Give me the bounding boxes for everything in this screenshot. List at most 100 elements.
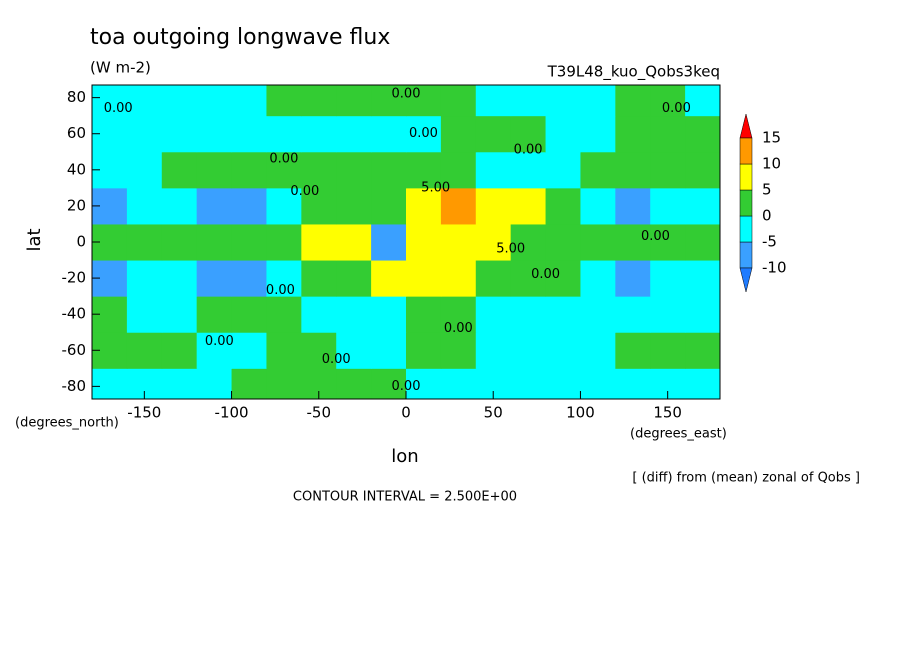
contour-label: 0.00	[392, 379, 421, 394]
contour-label: 0.00	[514, 142, 543, 157]
field-cell	[196, 115, 233, 153]
colorbar-segment	[739, 241, 753, 269]
field-cell	[336, 151, 372, 189]
field-cell	[126, 223, 163, 261]
field-cell	[231, 187, 267, 225]
field-cell	[510, 332, 547, 369]
field-cell	[440, 296, 477, 333]
field-cell	[615, 296, 651, 333]
field-cell	[301, 151, 337, 189]
field-cell	[231, 151, 267, 189]
field-cell	[685, 115, 721, 153]
field-cell	[615, 260, 651, 297]
field-cell	[196, 187, 233, 225]
contour-label: 0.00	[641, 229, 670, 244]
field-cell	[266, 296, 302, 333]
field-cell	[685, 151, 721, 189]
field-cell	[685, 187, 721, 225]
field-cell	[161, 187, 198, 225]
field-cell	[406, 85, 442, 117]
field-cell	[650, 151, 686, 189]
field-cell	[266, 368, 302, 400]
field-cell	[336, 187, 372, 225]
field-cell	[510, 187, 547, 225]
field-cell	[545, 187, 581, 225]
field-cell	[650, 296, 686, 333]
field-cell	[615, 368, 651, 400]
field-cell	[301, 296, 337, 333]
field-cell	[336, 260, 372, 297]
field-cell	[580, 223, 616, 261]
field-cell	[371, 85, 407, 117]
x-tick-label: 150	[653, 404, 682, 422]
field-cell	[161, 115, 198, 153]
y-tick-label: 60	[67, 124, 86, 142]
x-tick-label: 100	[566, 404, 595, 422]
field-cell	[685, 332, 721, 369]
colorbar-segment	[739, 163, 753, 191]
chart-title: toa outgoing longwave flux	[90, 25, 390, 50]
field-cell	[196, 223, 233, 261]
contour-label: 5.00	[496, 242, 525, 257]
contour-label: 0.00	[290, 184, 319, 199]
colorbar-label: -10	[762, 259, 787, 277]
field-cell	[406, 260, 442, 297]
colorbar-label: 10	[762, 155, 781, 173]
contour-label: 0.00	[269, 151, 298, 166]
field-cell	[371, 115, 407, 153]
field-cell	[231, 260, 267, 297]
colorbar-over	[739, 113, 753, 139]
field-cell	[545, 115, 581, 153]
field-cell	[440, 368, 477, 400]
field-cell	[440, 223, 477, 261]
field-cell	[440, 151, 477, 189]
field-cell	[371, 296, 407, 333]
field-cell	[301, 260, 337, 297]
field-cell	[196, 151, 233, 189]
field-cell	[371, 187, 407, 225]
field-cell	[266, 85, 302, 117]
contour-label: 0.00	[444, 321, 473, 336]
y-tick-label: -80	[62, 377, 87, 395]
field-cell	[126, 260, 163, 297]
x-tick-label: -100	[215, 404, 249, 422]
contour-label: 0.00	[392, 87, 421, 102]
field-cell	[161, 368, 198, 400]
field-cell	[231, 368, 267, 400]
y-tick-label: 40	[67, 160, 86, 178]
field-cell	[371, 368, 407, 400]
field-cell	[406, 368, 442, 400]
field-cell	[650, 223, 686, 261]
field-cell	[545, 260, 581, 297]
contour-label: 0.00	[662, 101, 691, 116]
field-cell	[126, 151, 163, 189]
field-cell	[266, 187, 302, 225]
y-unit: (degrees_north)	[15, 416, 119, 431]
field-cell	[580, 187, 616, 225]
field-cell	[406, 223, 442, 261]
x-tick-label: -150	[127, 404, 161, 422]
field-cell	[231, 223, 267, 261]
field-cell	[231, 296, 267, 333]
field-cell	[510, 85, 547, 117]
field-cell	[650, 187, 686, 225]
field-cell	[231, 332, 267, 369]
colorbar-label: 5	[762, 181, 772, 199]
field-cell	[580, 115, 616, 153]
field-cell	[685, 85, 721, 117]
field-cell	[440, 115, 477, 153]
x-axis-label: lon	[391, 446, 418, 467]
x-tick-label: 0	[401, 404, 411, 422]
field-cell	[545, 151, 581, 189]
field-cell	[650, 115, 686, 153]
field-cell	[126, 187, 163, 225]
colorbar-under	[739, 267, 753, 293]
field-cell	[580, 368, 616, 400]
field-cell	[231, 85, 267, 117]
field-cell	[196, 368, 233, 400]
y-tick-label: 20	[67, 196, 86, 214]
field-cell	[336, 296, 372, 333]
colorbar-segment	[739, 215, 753, 243]
x-tick-label: 50	[484, 404, 503, 422]
contour-label: 0.00	[205, 334, 234, 349]
